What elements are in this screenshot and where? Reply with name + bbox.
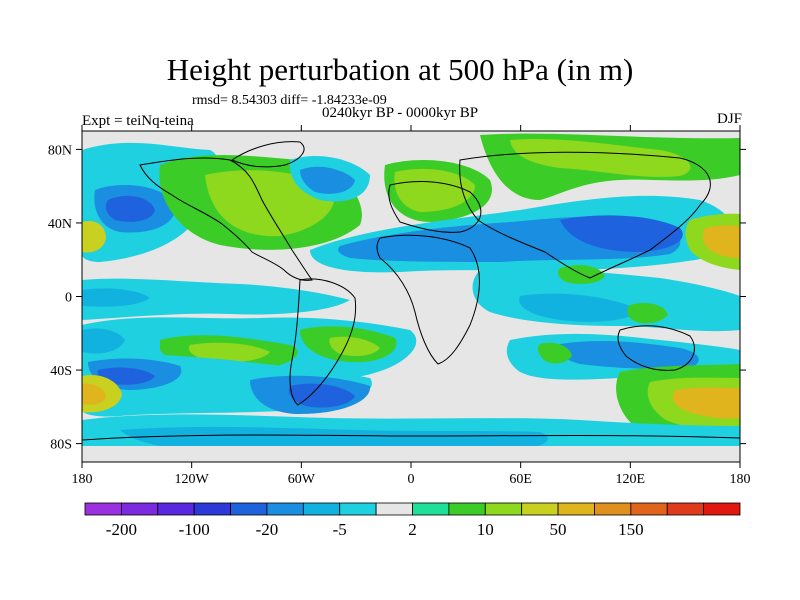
lat-tick-label: 40N [48,217,72,232]
map-title: Height perturbation at 500 hPa (in m) [166,52,634,87]
north-anomaly-field [82,133,740,273]
colorbar-label: -200 [106,520,137,539]
colorbar-swatch [448,502,486,516]
experiment-label: Expt = teiNq-teina [82,113,194,129]
time-period-label: 0240kyr BP - 0000kyr BP [322,105,479,121]
colorbar-label: 150 [618,520,644,539]
colorbar-swatch [630,502,668,516]
colorbar-swatch [339,502,377,516]
colorbar-swatch [703,502,741,516]
colorbar-label: 10 [477,520,494,539]
asia-outline [459,151,711,279]
lon-tick-label: 60W [288,472,316,487]
europe-outline [388,181,482,233]
lon-tick-label: 120E [616,472,646,487]
colorbar-label: -20 [256,520,279,539]
africa-outline [376,234,480,365]
lon-tick-label: 180 [72,472,93,487]
lon-tick-label: 0 [408,472,415,487]
colorbar-swatch [266,502,304,516]
colorbar-swatch [594,502,632,516]
lon-tick-label: 60E [509,472,532,487]
greenland-outline [230,141,305,168]
australia-outline [617,325,695,371]
north-america-outline [139,157,313,281]
colorbar-swatch [302,502,341,516]
colorbar: -200 -100 -20 -5 2 10 50 150 [84,502,741,539]
colorbar-swatch [412,502,450,516]
colorbar-label: 2 [408,520,417,539]
colorbar-label: -5 [333,520,347,539]
colorbar-swatch [521,502,559,516]
lat-tick-label: 80S [50,438,72,453]
colorbar-swatch [484,502,523,516]
lat-tick-label: 40S [50,364,72,379]
south-america-outline [289,278,357,406]
lat-tick-label: 80N [48,143,72,158]
lat-tick-label: 0 [65,291,72,306]
tropical-anomaly-field [82,265,740,332]
colorbar-swatch [193,502,231,516]
colorbar-swatch [120,502,159,516]
longitude-axis: 180 120W 60W 0 60E 120E 180 [72,125,751,487]
continent-outlines [82,141,740,441]
season-label: DJF [716,111,742,127]
rmsd-diff-stats: rmsd= 8.54303 diff= -1.84233e-09 [192,93,387,108]
colorbar-swatch [157,502,195,516]
latitude-axis: 80N 40N 0 40S 80S [48,143,746,453]
colorbar-swatch [666,502,705,516]
south-anomaly-field [82,317,740,462]
lon-tick-label: 120W [175,472,210,487]
colorbar-label: -100 [179,520,210,539]
colorbar-swatch [84,502,122,516]
colorbar-swatch [230,502,268,516]
colorbar-swatch [375,502,413,516]
lon-tick-label: 180 [730,472,751,487]
colorbar-swatch [557,502,595,516]
antarctica-outline [82,434,740,441]
colorbar-label: 50 [550,520,567,539]
map-plot-area [82,131,740,462]
